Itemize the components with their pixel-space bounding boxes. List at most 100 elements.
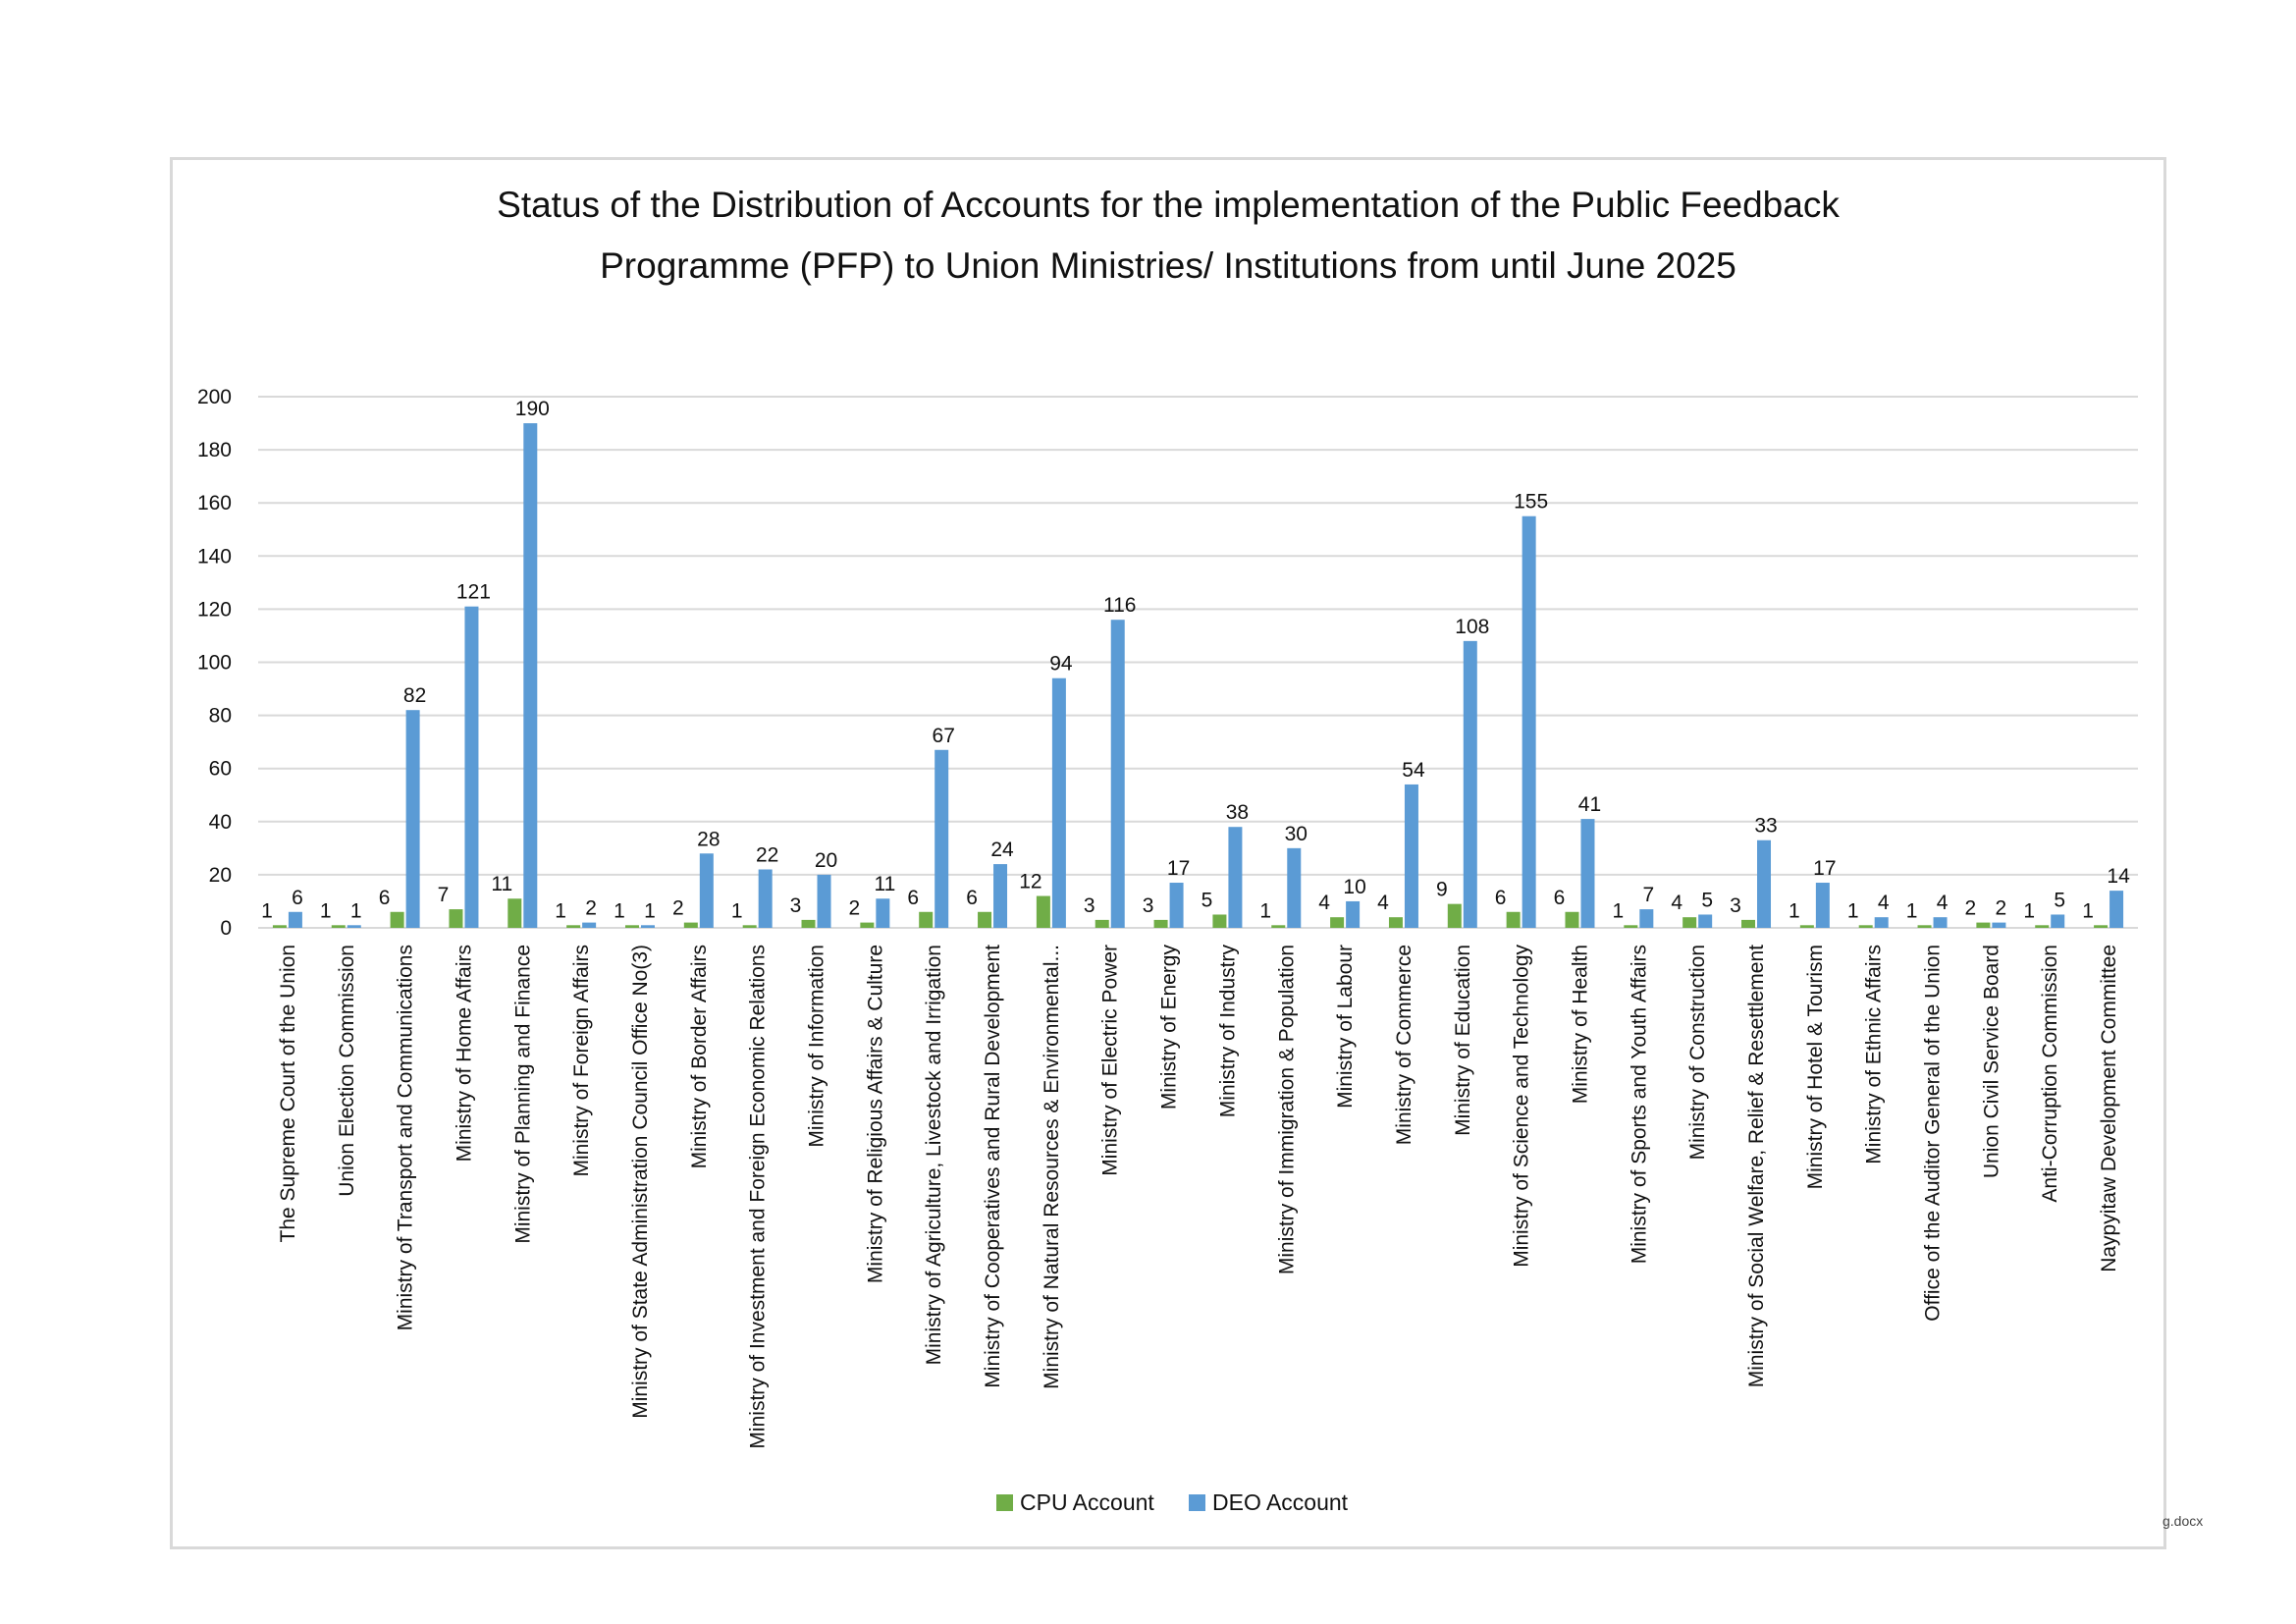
x-category-label: Ministry of Investment and Foreign Econo…	[747, 945, 770, 1449]
bar-cpu	[1858, 925, 1873, 928]
bar-cpu	[1506, 911, 1521, 928]
bar-cpu	[860, 922, 875, 928]
bar-deo	[288, 911, 302, 928]
bar-deo	[347, 925, 361, 928]
x-category-label: Ministry of Education	[1452, 945, 1474, 1136]
bar-deo	[758, 869, 773, 928]
x-category-label: Ministry of Immigration & Population	[1275, 945, 1298, 1274]
legend-label-deo: DEO Account	[1212, 1489, 1349, 1515]
y-tick-label: 140	[197, 545, 232, 568]
bar-deo	[1639, 909, 1654, 928]
data-label-deo: 33	[1754, 815, 1777, 838]
bar-cpu	[1036, 895, 1050, 928]
bar-deo	[1522, 515, 1536, 928]
data-label-deo: 38	[1226, 801, 1249, 824]
x-category-label: Ministry of Electric Power	[1099, 945, 1122, 1176]
bar-deo	[1757, 839, 1772, 928]
x-category-label: Ministry of Religious Affairs & Culture	[864, 945, 886, 1283]
bar-deo	[523, 423, 538, 928]
data-label-deo: 20	[815, 849, 837, 872]
y-tick-label: 160	[197, 492, 232, 514]
y-axis: 0 20 40 60 80 100 120 140 160 180 200	[197, 386, 232, 940]
data-label-deo: 67	[933, 725, 955, 747]
bar-deo	[1992, 922, 2006, 928]
bar-cpu	[1624, 925, 1638, 928]
data-label-deo: 116	[1103, 594, 1136, 617]
bar-cpu	[1271, 925, 1286, 928]
y-tick-label: 0	[220, 917, 232, 940]
y-tick-label: 80	[209, 705, 232, 728]
data-label-deo: 14	[2107, 865, 2130, 888]
data-label-deo: 17	[1813, 857, 1836, 880]
y-tick-label: 120	[197, 598, 232, 621]
bar-deo	[2109, 891, 2124, 928]
bar-cpu	[566, 925, 581, 928]
data-label-cpu: 4	[1671, 892, 1682, 914]
bar-cpu	[919, 911, 934, 928]
bar-cpu	[1917, 925, 1932, 928]
data-label-cpu: 6	[379, 887, 391, 909]
data-label-cpu: 1	[2023, 899, 2035, 922]
bar-cpu	[683, 922, 698, 928]
bar-cpu	[742, 925, 757, 928]
data-label-cpu: 1	[261, 899, 273, 922]
x-category-label: Union Election Commission	[336, 945, 358, 1197]
legend-label-cpu: CPU Account	[1020, 1489, 1154, 1515]
x-category-label: Ministry of Planning and Finance	[511, 945, 534, 1244]
data-label-cpu: 3	[1143, 894, 1154, 917]
bar-cpu	[2094, 925, 2109, 928]
bar-cpu	[272, 925, 287, 928]
data-label-deo: 2	[1996, 897, 2007, 920]
bar-cpu	[1741, 919, 1756, 928]
bar-cpu	[1565, 911, 1579, 928]
y-tick-label: 100	[197, 652, 232, 675]
data-label-cpu: 1	[2082, 899, 2094, 922]
bar-cpu	[1153, 919, 1168, 928]
bar-cpu	[1976, 922, 1991, 928]
bar-cpu	[1447, 903, 1462, 928]
data-label-deo: 5	[2054, 889, 2065, 911]
x-category-label: Ministry of Cooperatives and Rural Devel…	[982, 945, 1004, 1388]
data-label-deo: 121	[456, 581, 491, 604]
data-label-cpu: 12	[1019, 871, 1041, 893]
data-label-cpu: 5	[1201, 889, 1213, 911]
bar-deo	[640, 925, 655, 928]
data-label-deo: 28	[697, 828, 720, 850]
data-label-cpu: 1	[731, 899, 743, 922]
data-label-deo: 11	[874, 873, 895, 895]
x-category-label: Ministry of Ethnic Affairs	[1863, 945, 1886, 1164]
data-label-cpu: 1	[1612, 899, 1624, 922]
bar-cpu	[1799, 925, 1814, 928]
bar-deo	[405, 710, 420, 928]
data-label-cpu: 1	[1906, 899, 1918, 922]
x-axis: The Supreme Court of the Union Union Elec…	[277, 945, 2120, 1449]
x-category-label: Ministry of Labour	[1334, 945, 1357, 1109]
legend-swatch-deo	[1189, 1494, 1205, 1511]
bar-deo	[993, 864, 1008, 928]
bar-cpu	[390, 911, 404, 928]
bar-cpu	[1388, 917, 1403, 928]
bar-deo	[2051, 914, 2065, 928]
bar-deo	[1287, 847, 1302, 928]
data-label-cpu: 1	[1259, 899, 1271, 922]
bar-deo	[1228, 827, 1243, 928]
x-category-label: Ministry of Home Affairs	[453, 945, 475, 1162]
data-label-deo: 190	[515, 398, 550, 420]
data-label-cpu: 3	[1084, 894, 1095, 917]
data-label-cpu: 6	[1495, 887, 1507, 909]
data-label-cpu: 2	[849, 897, 861, 920]
bar-deo	[464, 606, 479, 928]
bar-cpu	[331, 925, 346, 928]
bar-cpu	[1095, 919, 1109, 928]
x-category-label: Ministry of Health	[1569, 945, 1591, 1104]
bar-deo	[934, 749, 949, 928]
legend: CPU Account DEO Account	[996, 1489, 1349, 1515]
data-label-deo: 1	[350, 899, 362, 922]
data-label-cpu: 1	[614, 899, 625, 922]
data-label-cpu: 4	[1377, 892, 1389, 914]
x-category-label: Ministry of Commerce	[1393, 945, 1415, 1145]
bar-deo	[1698, 914, 1713, 928]
chart-title-line-1: Status of the Distribution of Accounts f…	[497, 185, 1840, 225]
x-category-label: Ministry of Transport and Communications	[395, 945, 417, 1330]
